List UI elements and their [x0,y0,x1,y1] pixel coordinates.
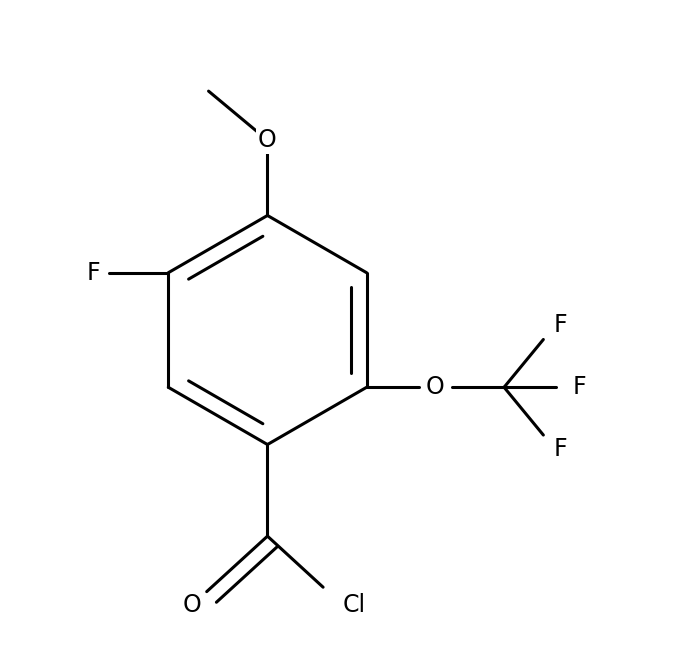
Text: Cl: Cl [343,593,366,617]
Text: F: F [86,261,100,284]
Text: F: F [553,438,567,461]
Text: O: O [258,128,277,152]
Text: F: F [573,376,586,399]
Text: O: O [183,593,201,617]
Text: O: O [426,376,445,399]
Text: F: F [553,313,567,337]
